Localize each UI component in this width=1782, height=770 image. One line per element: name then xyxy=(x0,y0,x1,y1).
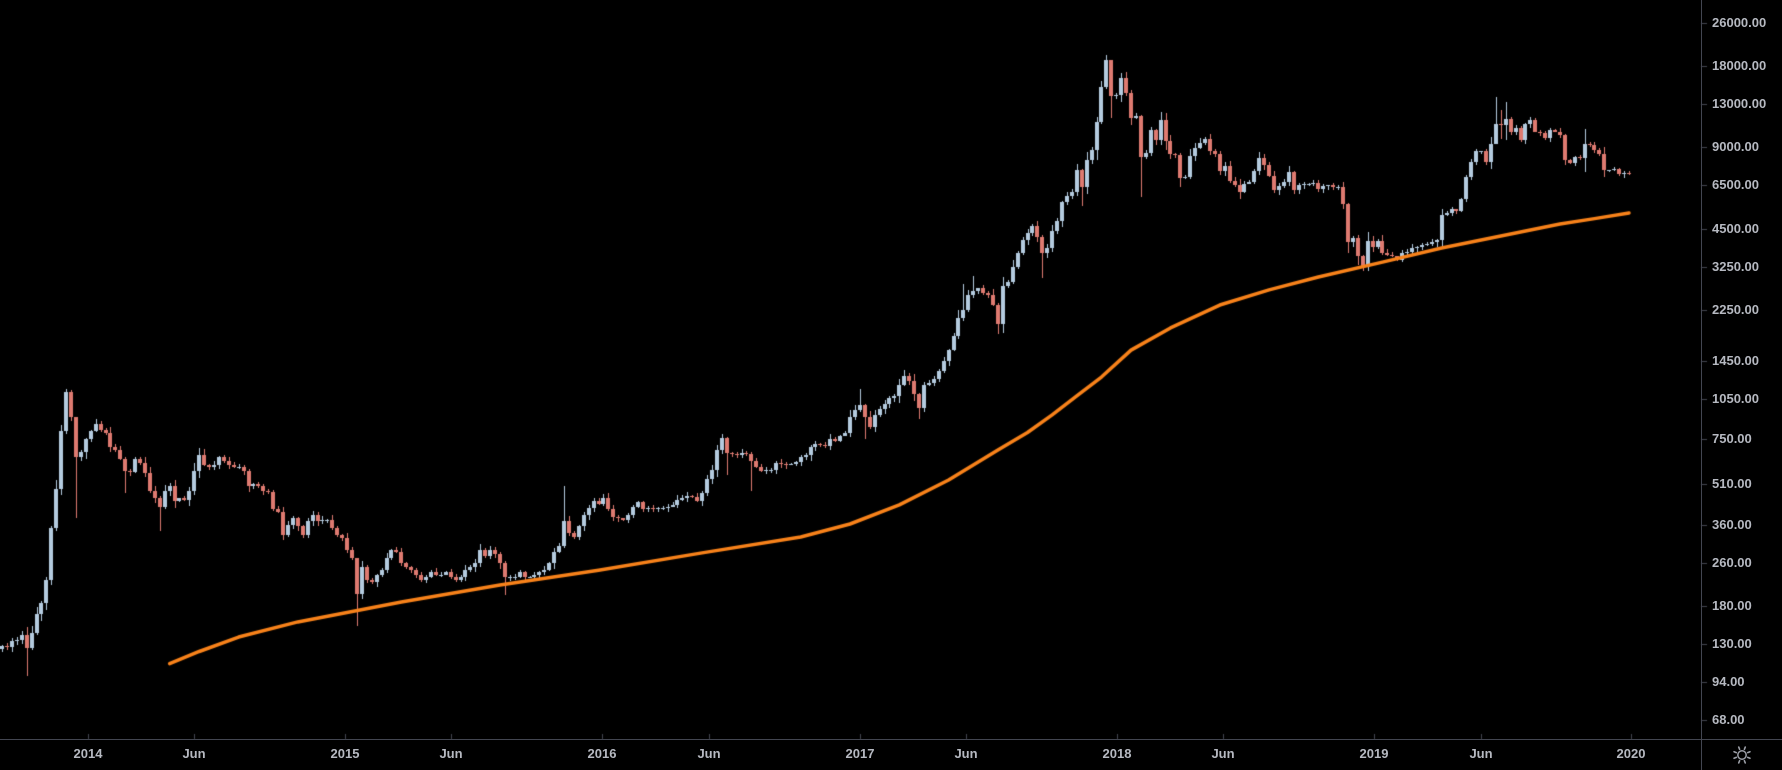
time-axis-label: 2019 xyxy=(1359,746,1389,761)
price-axis-border xyxy=(1701,0,1702,770)
price-axis-label: 1050.00 xyxy=(1712,391,1759,406)
price-axis-label: 1450.00 xyxy=(1712,353,1759,368)
price-axis-label: 360.00 xyxy=(1712,517,1752,532)
price-axis-label: 9000.00 xyxy=(1712,139,1759,154)
time-axis-label: Jun xyxy=(954,746,978,761)
time-axis-label: 2015 xyxy=(330,746,360,761)
time-axis-label: 2020 xyxy=(1616,746,1646,761)
time-axis-label: 2018 xyxy=(1102,746,1132,761)
price-axis-label: 18000.00 xyxy=(1712,58,1767,73)
time-axis-label: Jun xyxy=(439,746,463,761)
price-axis-label: 6500.00 xyxy=(1712,177,1759,192)
price-axis-label: 26000.00 xyxy=(1712,15,1767,30)
price-axis[interactable]: 26000.00 18000.00 13000.00 9000.00 6500.00 45… xyxy=(1702,0,1782,739)
time-axis-label: 2016 xyxy=(587,746,617,761)
price-axis-label: 130.00 xyxy=(1712,636,1752,651)
time-axis-label: Jun xyxy=(1211,746,1235,761)
time-axis-border xyxy=(0,739,1782,740)
price-axis-label: 3250.00 xyxy=(1712,259,1759,274)
time-axis-label: Jun xyxy=(182,746,206,761)
price-axis-label: 180.00 xyxy=(1712,598,1752,613)
price-axis-label: 13000.00 xyxy=(1712,96,1767,111)
time-axis[interactable]: 2014 Jun 2015 Jun 2016 Jun 2017 Jun 2018 Jun 2019 J… xyxy=(0,740,1701,770)
price-axis-label: 260.00 xyxy=(1712,555,1752,570)
time-axis-label: Jun xyxy=(1469,746,1493,761)
price-scale-settings-button[interactable] xyxy=(1702,740,1782,770)
time-axis-label: 2014 xyxy=(73,746,103,761)
price-axis-label: 68.00 xyxy=(1712,712,1745,727)
time-axis-label: Jun xyxy=(697,746,721,761)
gear-icon xyxy=(1733,746,1751,764)
time-axis-label: 2017 xyxy=(845,746,875,761)
price-axis-label: 94.00 xyxy=(1712,674,1745,689)
price-axis-label: 2250.00 xyxy=(1712,302,1759,317)
price-axis-label: 4500.00 xyxy=(1712,221,1759,236)
price-axis-label: 750.00 xyxy=(1712,431,1752,446)
price-axis-label: 510.00 xyxy=(1712,476,1752,491)
